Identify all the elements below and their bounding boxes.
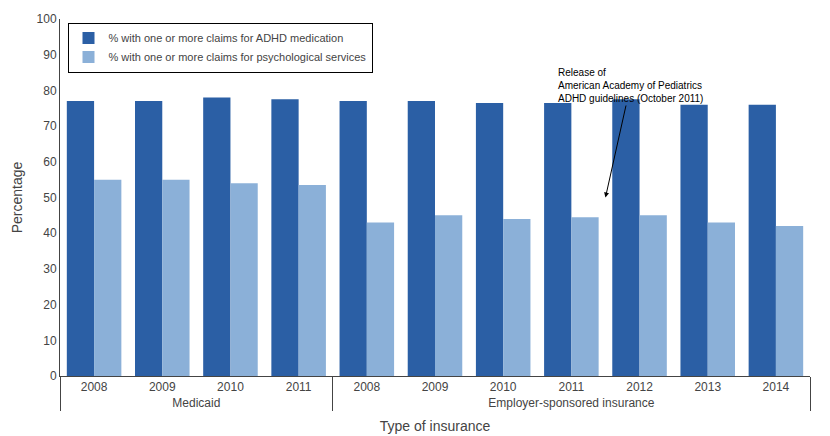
svg-text:% with one or more claims for: % with one or more claims for psychologi…: [109, 51, 367, 63]
svg-text:Employer-sponsored insurance: Employer-sponsored insurance: [488, 396, 654, 410]
svg-text:10: 10: [43, 334, 57, 348]
svg-text:2010: 2010: [490, 380, 517, 394]
svg-text:Percentage: Percentage: [9, 161, 25, 233]
svg-text:60: 60: [43, 155, 57, 169]
svg-text:0: 0: [50, 369, 57, 383]
svg-text:20: 20: [43, 298, 57, 312]
svg-text:70: 70: [43, 119, 57, 133]
svg-text:30: 30: [43, 262, 57, 276]
svg-text:Release ofAmerican Academy of: Release ofAmerican Academy of Pediatrics…: [558, 67, 703, 104]
svg-text:Type of insurance: Type of insurance: [380, 418, 491, 434]
svg-text:100: 100: [37, 12, 57, 26]
svg-text:50: 50: [43, 191, 57, 205]
svg-text:2008: 2008: [81, 380, 108, 394]
svg-text:2010: 2010: [217, 380, 244, 394]
svg-text:80: 80: [43, 84, 57, 98]
svg-text:2011: 2011: [286, 380, 312, 394]
svg-text:2011: 2011: [558, 380, 584, 394]
svg-text:2014: 2014: [763, 380, 790, 394]
svg-text:2009: 2009: [422, 380, 449, 394]
svg-text:40: 40: [43, 226, 57, 240]
svg-text:2012: 2012: [626, 380, 653, 394]
svg-text:2008: 2008: [353, 380, 380, 394]
svg-text:2013: 2013: [694, 380, 721, 394]
svg-text:2009: 2009: [149, 380, 176, 394]
svg-text:90: 90: [43, 48, 57, 62]
svg-text:Medicaid: Medicaid: [172, 396, 220, 410]
svg-text:% with one or more claims for: % with one or more claims for ADHD medic…: [109, 32, 344, 44]
